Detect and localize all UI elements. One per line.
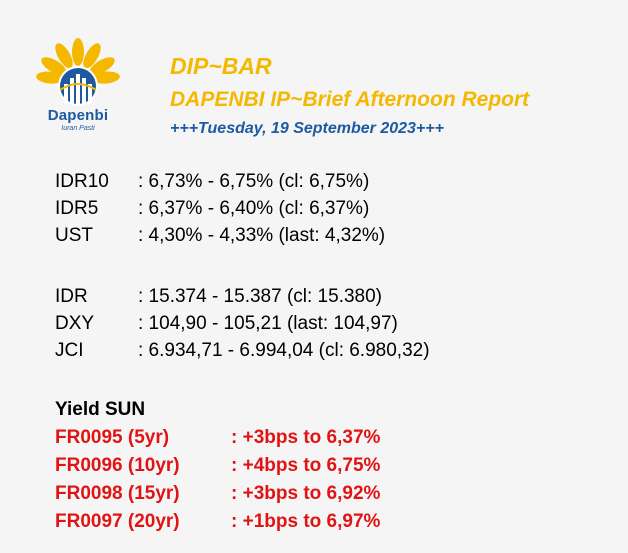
bond-series: FR0097 (20yr) bbox=[55, 511, 180, 532]
rate-label: JCI bbox=[55, 340, 84, 361]
rate-value: : 6,37% - 6,40% (cl: 6,37%) bbox=[138, 198, 370, 219]
bond-series: FR0098 (15yr) bbox=[55, 483, 180, 504]
yield-sun-heading: Yield SUN bbox=[55, 399, 146, 420]
rate-label: UST bbox=[55, 225, 93, 246]
report-subtitle: DAPENBI IP~Brief Afternoon Report bbox=[170, 88, 530, 111]
rate-label: DXY bbox=[55, 313, 95, 334]
bond-series: FR0095 (5yr) bbox=[55, 427, 170, 448]
bond-change: : +1bps to 6,97% bbox=[231, 511, 381, 532]
dapenbi-logo: Dapenbi Iuran Pasti bbox=[20, 38, 144, 138]
rate-label: IDR bbox=[55, 286, 88, 307]
rate-value: : 4,30% - 4,33% (last: 4,32%) bbox=[138, 225, 386, 246]
report-date: +++Tuesday, 19 September 2023+++ bbox=[170, 120, 444, 137]
rate-label: IDR10 bbox=[55, 171, 109, 192]
report-title: DIP~BAR bbox=[170, 53, 272, 79]
bond-change: : +3bps to 6,92% bbox=[231, 483, 381, 504]
rate-value: : 6,73% - 6,75% (cl: 6,75%) bbox=[138, 171, 370, 192]
rate-value: : 104,90 - 105,21 (last: 104,97) bbox=[138, 313, 398, 334]
bond-change: : +4bps to 6,75% bbox=[231, 455, 381, 476]
logo-brand-name: Dapenbi bbox=[47, 107, 109, 124]
rate-label: IDR5 bbox=[55, 198, 99, 219]
rate-value: : 6.934,71 - 6.994,04 (cl: 6.980,32) bbox=[138, 340, 430, 361]
sunflower-globe-icon bbox=[36, 38, 120, 106]
bond-change: : +3bps to 6,37% bbox=[231, 427, 381, 448]
logo-tagline: Iuran Pasti bbox=[61, 125, 95, 132]
bond-series: FR0096 (10yr) bbox=[55, 455, 180, 476]
rate-value: : 15.374 - 15.387 (cl: 15.380) bbox=[138, 286, 382, 307]
